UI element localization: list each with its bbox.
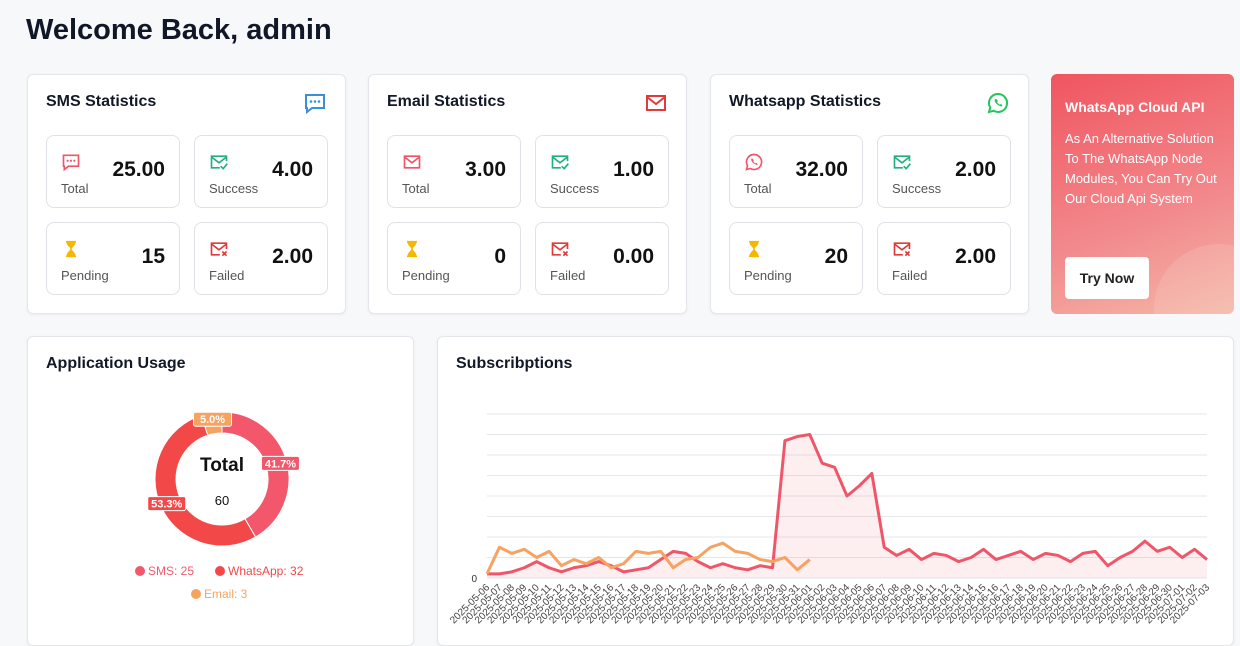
slice-label: 53.3% — [147, 496, 187, 512]
stat-box: Total 25.00 — [46, 135, 180, 208]
stat-value: 0 — [494, 245, 506, 268]
line-series — [485, 541, 811, 575]
center-label: Total — [200, 455, 244, 476]
label-box — [147, 496, 187, 512]
stat-box: Success 4.00 — [194, 135, 328, 208]
stat-box: Failed 2.00 — [877, 222, 1011, 295]
stat-label: Total — [61, 181, 89, 196]
stat-icon — [744, 239, 764, 259]
stat-label: Success — [209, 181, 259, 196]
promo-title: WhatsApp Cloud API — [1065, 99, 1205, 115]
slice-percent: 41.7% — [265, 458, 296, 470]
stat-icon — [550, 152, 570, 172]
stat-label: Pending — [744, 268, 792, 283]
stat-value: 1.00 — [613, 158, 654, 181]
stat-label: Success — [892, 181, 942, 196]
card-icon — [303, 91, 327, 115]
stat-icon — [61, 239, 81, 259]
stat-icon — [209, 152, 229, 172]
promo-card: WhatsApp Cloud API As An Alternative Sol… — [1051, 74, 1234, 314]
stat-value: 15 — [141, 245, 165, 268]
stat-box: Total 32.00 — [729, 135, 863, 208]
stat-icon — [892, 152, 912, 172]
card-title: Whatsapp Statistics — [729, 93, 882, 110]
card-title: Subscribptions — [456, 355, 573, 372]
stat-value: 3.00 — [465, 158, 506, 181]
slice-percent: 5.0% — [200, 414, 225, 426]
slice-label: 41.7% — [260, 455, 300, 471]
stat-box: Failed 2.00 — [194, 222, 328, 295]
stat-value: 25.00 — [112, 158, 165, 181]
card-icon — [986, 91, 1010, 115]
stat-box: Total 3.00 — [387, 135, 521, 208]
stat-label: Success — [550, 181, 600, 196]
stat-card: Email Statistics Total 3.00 Success 1.00 Pend… — [368, 74, 687, 314]
stat-icon — [209, 239, 229, 259]
stat-card: Whatsapp Statistics Total 32.00 Success 2.00… — [710, 74, 1029, 314]
subscriptions-card: Subscribptions 0 2025-05-06 2025-05-07 2025… — [437, 336, 1234, 646]
donut-chart: 41.7% 53.3% 5.0% Total 60 SMS: 25 WhatsApp: 32… — [135, 411, 304, 601]
legend-label: Email: 3 — [204, 587, 248, 601]
legend-marker — [135, 566, 145, 576]
slice-percent: 53.3% — [151, 499, 182, 511]
stat-box: Pending 0 — [387, 222, 521, 295]
center-value: 60 — [215, 493, 229, 508]
card-title: Email Statistics — [387, 93, 506, 110]
stat-label: Pending — [402, 268, 450, 283]
stat-label: Failed — [892, 268, 928, 283]
stat-label: Pending — [61, 268, 109, 283]
label-box — [260, 455, 300, 471]
stat-value: 4.00 — [272, 158, 313, 181]
usage-card: Application Usage 41.7% 53.3% 5.0% Total 60 S… — [27, 336, 414, 646]
stat-icon — [550, 239, 570, 259]
y-tick-label: 0 — [471, 574, 477, 585]
stat-icon — [744, 152, 764, 172]
stat-value: 0.00 — [613, 245, 654, 268]
stat-icon — [402, 239, 422, 259]
stat-value: 2.00 — [955, 245, 996, 268]
stat-value: 20 — [824, 245, 848, 268]
stat-value: 2.00 — [272, 245, 313, 268]
try-now-button[interactable]: Try Now — [1065, 257, 1149, 299]
card-title: SMS Statistics — [46, 93, 157, 110]
promo-text: As An Alternative Solution To The WhatsA… — [1065, 131, 1217, 206]
stat-label: Total — [402, 181, 430, 196]
legend-marker — [191, 589, 201, 599]
stat-label: Failed — [209, 268, 245, 283]
slice-label: 5.0% — [193, 411, 233, 427]
stat-card: SMS Statistics Total 25.00 Success 4.00 Pendi… — [27, 74, 346, 314]
stat-label: Failed — [550, 268, 586, 283]
label-box — [193, 411, 233, 427]
decor-circle — [1154, 244, 1234, 314]
line-chart: 02025-05-062025-05-072025-05-082025-05-0… — [448, 413, 1212, 626]
page: {"header": {"title": "Welcome Back, admi… — [26, 14, 1234, 646]
stat-box: Failed 0.00 — [535, 222, 669, 295]
stat-box: Success 2.00 — [877, 135, 1011, 208]
card-icon — [644, 91, 668, 115]
page-title: Welcome Back, admin — [26, 14, 332, 46]
stat-icon — [402, 152, 422, 172]
stat-value: 2.00 — [955, 158, 996, 181]
stat-value: 32.00 — [795, 158, 848, 181]
stat-box: Pending 15 — [46, 222, 180, 295]
stat-icon — [892, 239, 912, 259]
line-area — [487, 434, 1207, 578]
stat-box: Success 1.00 — [535, 135, 669, 208]
legend-label: SMS: 25 — [148, 564, 194, 578]
stat-icon — [61, 152, 81, 172]
legend-label: WhatsApp: 32 — [228, 564, 304, 578]
card-title: Application Usage — [46, 355, 186, 372]
legend-marker — [215, 566, 225, 576]
stat-box: Pending 20 — [729, 222, 863, 295]
stat-label: Total — [744, 181, 772, 196]
